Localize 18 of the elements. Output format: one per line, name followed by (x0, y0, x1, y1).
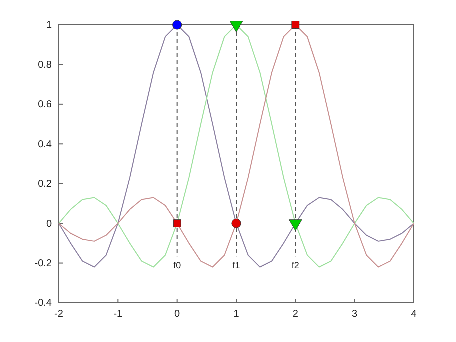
ref-line-label: f2 (292, 260, 300, 271)
y-tick-label: 0.2 (38, 179, 52, 190)
x-tick-label: -1 (114, 309, 124, 320)
y-tick-label: 0.6 (38, 100, 52, 111)
y-tick-label: -0.4 (34, 298, 52, 310)
x-tick-label: 1 (234, 309, 240, 320)
x-tick-label: 3 (352, 309, 358, 320)
ref-line-label: f1 (232, 260, 240, 271)
x-tick-label: 4 (411, 309, 418, 320)
x-tick-label: -2 (54, 309, 64, 320)
y-tick-label: 1 (46, 20, 52, 32)
y-tick-label: 0 (46, 218, 52, 230)
x-tick-label: 0 (174, 309, 181, 320)
y-tick-label: 0.8 (38, 60, 52, 71)
y-tick-label: -0.2 (34, 258, 52, 270)
y-tick-label: 0.4 (38, 139, 52, 150)
x-tick-label: 2 (292, 309, 299, 320)
ref-line-label: f0 (174, 260, 182, 271)
